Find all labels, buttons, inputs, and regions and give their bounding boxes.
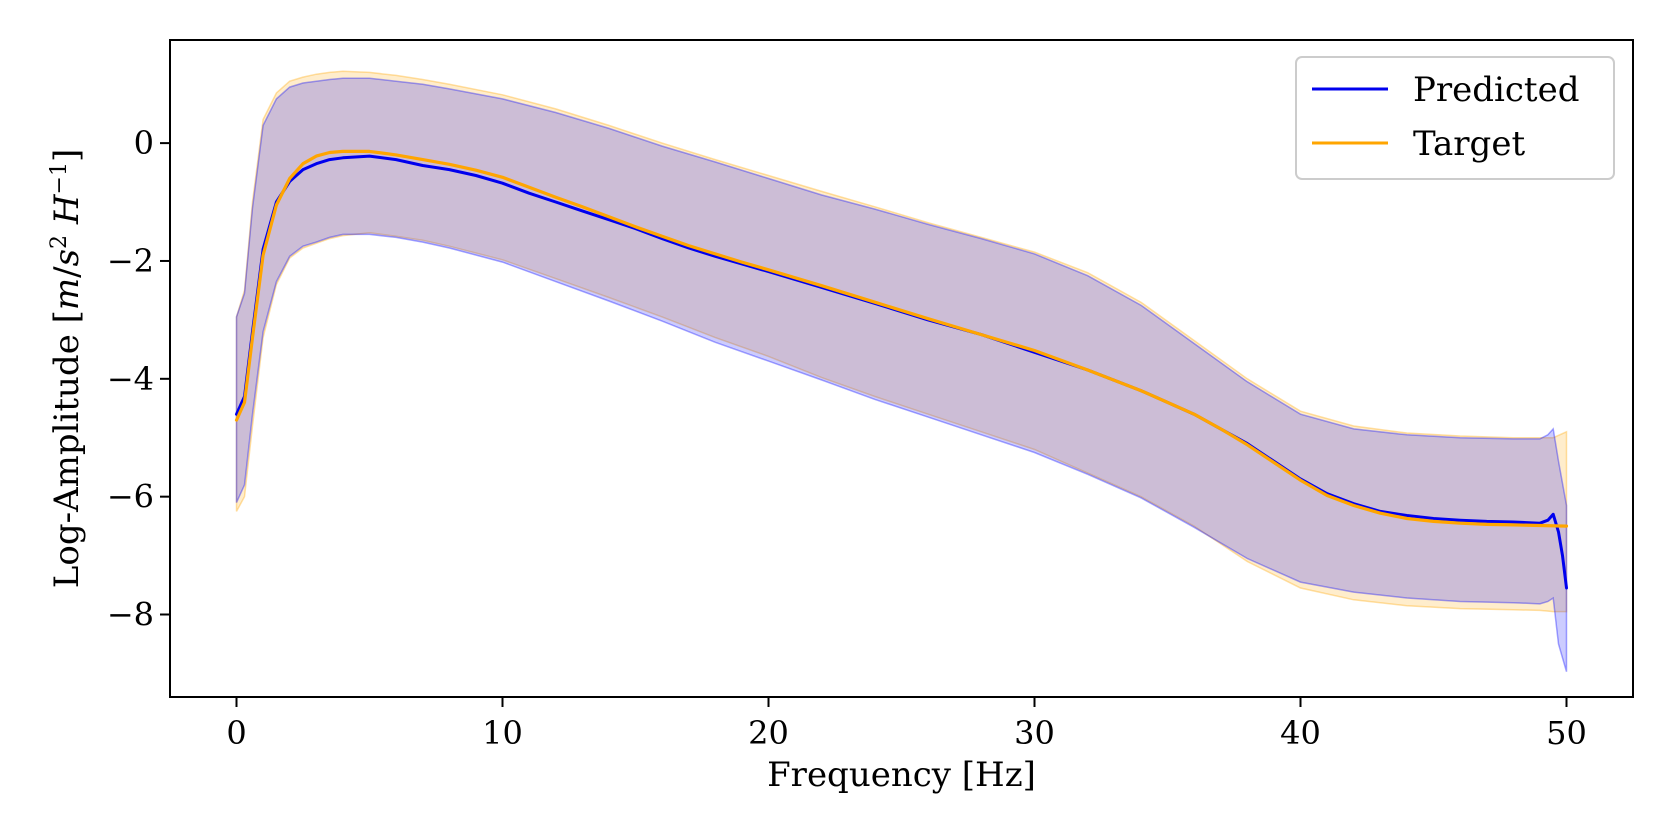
x-axis-title: Frequency [Hz]: [767, 755, 1036, 795]
legend: Predicted Target: [1295, 56, 1615, 180]
y-tick-label: −2: [107, 242, 154, 280]
series-line-target: [234, 149, 1569, 528]
x-tick-label: 10: [482, 714, 523, 752]
y-tick-label: −8: [107, 596, 154, 634]
x-tick-label: 0: [226, 714, 246, 752]
y-tick-label: −4: [107, 360, 154, 398]
plot-frame: [169, 39, 1634, 698]
y-axis: 0 −2 −4 −6 −8: [107, 124, 170, 634]
y-tick-label: −6: [107, 478, 154, 516]
y-axis-title: Log-Amplitude [m/s2 H−1]: [47, 149, 87, 588]
x-tick-label: 40: [1280, 714, 1321, 752]
series-line-predicted: [235, 154, 1568, 590]
x-tick-label: 30: [1014, 714, 1055, 752]
x-axis: 0 10 20 30 40 50: [226, 697, 1587, 752]
legend-predicted-label: Predicted: [1413, 70, 1579, 110]
lines-layer: [234, 149, 1569, 590]
y-tick-label: 0: [134, 124, 154, 162]
legend-target-label: Target: [1413, 124, 1525, 164]
x-tick-label: 20: [748, 714, 789, 752]
x-tick-label: 50: [1546, 714, 1587, 752]
band-predicted-range: [235, 77, 1568, 672]
